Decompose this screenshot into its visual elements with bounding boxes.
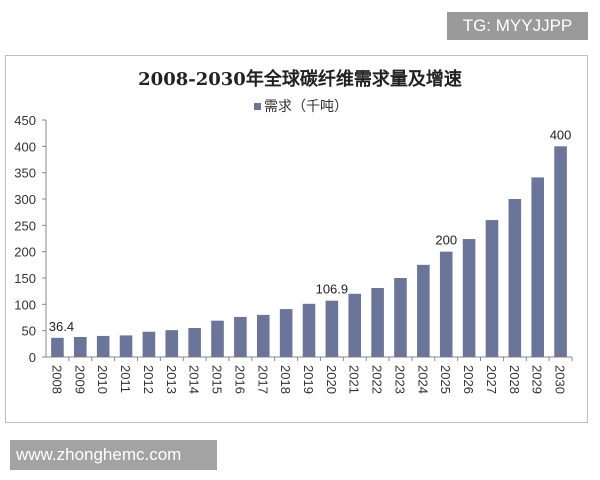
chart-frame: [5, 55, 588, 423]
bar-2027: [485, 220, 499, 357]
x-tick-label: 2021: [347, 365, 362, 394]
y-tick-label: 300: [14, 192, 36, 207]
x-tick-label: 2012: [141, 365, 156, 394]
bar-2015: [211, 320, 224, 357]
bar-2029: [531, 177, 544, 357]
y-tick-label: 350: [14, 166, 36, 181]
data-label-2030: 400: [550, 127, 572, 142]
x-tick-label: 2022: [370, 365, 385, 394]
data-label-2020: 106.9: [316, 282, 349, 297]
bar-2009: [74, 336, 87, 357]
data-label-2008: 36.4: [49, 319, 74, 334]
x-tick-label: 2009: [72, 365, 87, 394]
bar-2013: [165, 330, 179, 357]
x-tick-label: 2015: [210, 365, 225, 394]
bar-2011: [119, 335, 133, 357]
x-tick-label: 2023: [392, 365, 407, 394]
bar-2030: [554, 146, 567, 357]
bar-2008: [51, 337, 64, 357]
x-tick-label: 2018: [278, 365, 293, 394]
x-tick-label: 2028: [507, 365, 522, 394]
x-tick-label: 2020: [324, 365, 339, 394]
y-tick-label: 100: [14, 297, 36, 312]
bar-2022: [371, 288, 384, 357]
bar-2028: [508, 199, 522, 357]
x-tick-label: 2013: [164, 365, 179, 394]
bar-2023: [394, 278, 407, 357]
x-tick-label: 2008: [49, 365, 64, 394]
data-label-2025: 200: [435, 233, 457, 248]
bar-2025: [439, 251, 453, 357]
y-tick-label: 450: [14, 113, 36, 128]
bar-2026: [462, 239, 476, 357]
x-tick-label: 2024: [415, 365, 430, 394]
x-tick-label: 2026: [461, 365, 476, 394]
x-tick-label: 2011: [118, 365, 133, 393]
bar-2010: [96, 335, 110, 357]
y-tick-label: 50: [22, 324, 36, 339]
bar-2018: [279, 309, 293, 357]
x-tick-label: 2025: [438, 365, 453, 394]
bar-2024: [417, 264, 430, 357]
chart-title: 2008-2030年全球碳纤维需求量及增速: [138, 68, 462, 90]
y-tick-label: 150: [14, 271, 36, 286]
x-tick-label: 2019: [301, 365, 316, 394]
legend-swatch: [254, 103, 261, 110]
legend-label: 需求（千吨）: [264, 98, 348, 114]
x-tick-label: 2029: [530, 365, 545, 394]
bar-2021: [348, 293, 362, 357]
website-watermark: www.zhonghemc.com: [10, 440, 217, 470]
x-tick-label: 2016: [232, 365, 247, 394]
y-tick-label: 250: [14, 218, 36, 233]
bar-2020: [325, 300, 339, 357]
y-tick-label: 0: [29, 350, 36, 365]
x-tick-label: 2027: [484, 365, 499, 394]
bar-2014: [188, 328, 201, 357]
x-tick-label: 2010: [95, 365, 110, 394]
x-tick-label: 2030: [553, 365, 568, 394]
y-tick-label: 400: [14, 139, 36, 154]
y-tick-label: 200: [14, 245, 36, 260]
x-tick-label: 2017: [255, 365, 270, 394]
bar-2017: [256, 314, 270, 357]
x-tick-label: 2014: [187, 365, 202, 394]
bar-2019: [302, 303, 316, 357]
bar-2012: [142, 331, 156, 357]
watermark-tag: TG: MYYJJPP: [447, 12, 588, 40]
bar-2016: [234, 316, 247, 357]
